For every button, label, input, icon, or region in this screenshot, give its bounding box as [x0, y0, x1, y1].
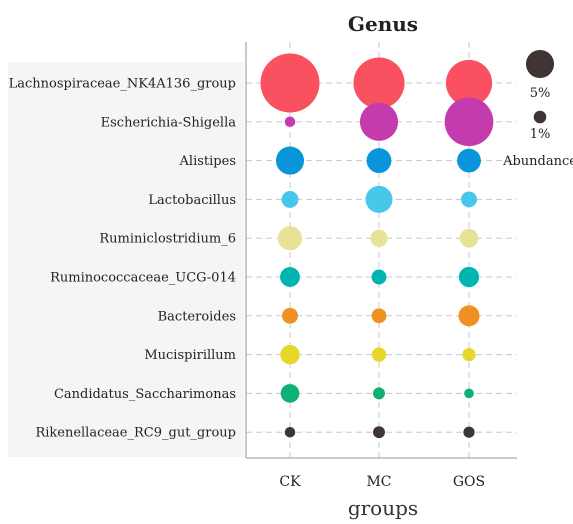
bubble-ruminiclostridium-6-ck — [277, 226, 303, 251]
legend-bubble-large — [525, 49, 555, 79]
bubble-lactobacillus-mc — [365, 185, 393, 213]
bubble-escherichia-shigella-mc — [359, 102, 399, 141]
legend-title: Abundance — [502, 154, 573, 169]
label-panel — [8, 62, 244, 457]
bubble-ruminiclostridium-6-gos — [459, 228, 479, 248]
legend: 5% 1% Abundance — [502, 49, 573, 169]
x-tick-gos: GOS — [453, 474, 485, 490]
genus-label: Bacteroides — [158, 309, 236, 324]
bubble-lachnospiraceae-nk4a136-group-ck — [260, 53, 320, 113]
x-tick-ck: CK — [279, 474, 301, 490]
legend-label-small: 1% — [530, 127, 551, 142]
bubble-ruminococcaceae-ucg-014-ck — [280, 267, 300, 287]
x-axis-label: groups — [348, 496, 418, 520]
bubble-candidatus-saccharimonas-gos — [464, 388, 474, 399]
bubble-bacteroides-ck — [282, 307, 298, 324]
genus-label: Escherichia-Shigella — [101, 115, 237, 130]
genus-label: Lactobacillus — [148, 193, 236, 208]
bubble-candidatus-saccharimonas-ck — [280, 384, 300, 403]
genus-label: Mucispirillum — [144, 348, 236, 363]
bubble-mucispirillum-ck — [280, 344, 300, 365]
genus-label: Candidatus_Saccharimonas — [54, 387, 236, 402]
bubble-lactobacillus-ck — [281, 190, 299, 208]
legend-bubble-small — [533, 110, 547, 124]
bubble-escherichia-shigella-ck — [284, 116, 296, 128]
bubble-ruminococcaceae-ucg-014-gos — [458, 266, 480, 288]
genus-label: Ruminiclostridium_6 — [99, 232, 236, 247]
bubble-mucispirillum-gos — [462, 348, 476, 362]
bubble-bacteroides-mc — [371, 308, 387, 324]
genus-label: Rikenellaceae_RC9_gut_group — [35, 426, 236, 441]
bubble-escherichia-shigella-gos — [444, 97, 494, 147]
bubble-alistipes-ck — [275, 146, 305, 175]
bubble-rikenellaceae-rc9-gut-group-ck — [284, 426, 296, 438]
bubble-lachnospiraceae-nk4a136-group-gos — [445, 59, 493, 107]
bubble-alistipes-gos — [457, 148, 481, 173]
genus-labels: Lachnospiraceae_NK4A136_group Escherichia… — [9, 77, 237, 441]
bubbles — [260, 53, 494, 439]
bubble-mucispirillum-mc — [371, 347, 387, 362]
x-tick-labels: CK MC GOS — [279, 474, 485, 490]
bubble-ruminococcaceae-ucg-014-mc — [371, 269, 387, 285]
x-tick-mc: MC — [366, 474, 391, 490]
chart-title: Genus — [348, 12, 418, 36]
bubble-rikenellaceae-rc9-gut-group-gos — [463, 426, 475, 438]
bubble-candidatus-saccharimonas-mc — [373, 387, 385, 400]
bubble-ruminiclostridium-6-mc — [370, 229, 388, 247]
genus-label: Lachnospiraceae_NK4A136_group — [9, 77, 236, 92]
bubble-lachnospiraceae-nk4a136-group-mc — [353, 57, 405, 109]
genus-label: Ruminococcaceae_UCG-014 — [50, 271, 236, 286]
bubble-bacteroides-gos — [458, 305, 480, 327]
legend-label-large: 5% — [530, 86, 551, 101]
genus-label: Alistipes — [179, 154, 236, 169]
bubble-lactobacillus-gos — [461, 191, 477, 208]
bubble-rikenellaceae-rc9-gut-group-mc — [373, 426, 385, 439]
bubble-alistipes-mc — [366, 148, 392, 174]
